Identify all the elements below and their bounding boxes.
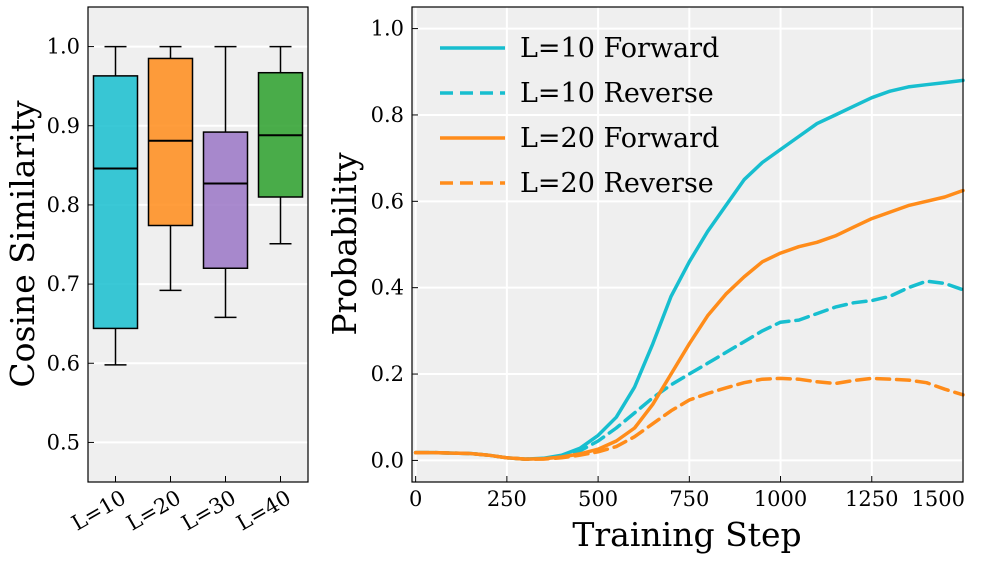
box-plot-x-tick-label: L=40: [233, 486, 295, 536]
legend-label: L=20 Reverse: [520, 168, 714, 199]
box-plot-y-tick-label: 0.7: [47, 272, 80, 296]
box-plot-frame: [87, 6, 309, 483]
line-plot-x-tick-label: 1000: [754, 487, 807, 511]
line-plot-y-ticks: 0.0 0.2 0.4 0.6 0.8 1.0: [371, 17, 418, 472]
series-line-l-20-reverse: [413, 376, 965, 461]
line-plot-y-tick-label: 0.6: [371, 189, 404, 213]
box-plot-x-ticks: L=10L=20L=30L=40: [68, 476, 295, 535]
line-plot-x-tick-label: 750: [669, 487, 709, 511]
box-plot-y-axis-label: Cosine Similarity: [3, 100, 42, 388]
line-plot-panel: 0.0 0.2 0.4 0.6 0.8 1.0 0 250 500 750 1000 1250 150…: [325, 6, 965, 554]
line-plot-y-tick-label: 0.0: [371, 448, 404, 472]
box-plot-panel: 0.5 0.6 0.7 0.8 0.9 1.0 L=10L=20L=30L=40 Cosi…: [3, 6, 309, 535]
line-plot-x-tick-label: 1250: [845, 487, 898, 511]
box-plot-boxes: [92, 45, 304, 366]
line-plot-x-tick-label: 0: [409, 487, 422, 511]
box-plot-y-tick-label: 0.5: [47, 430, 80, 454]
line-plot-x-tick-label: 1500: [912, 487, 965, 511]
legend-label: L=20 Forward: [520, 123, 719, 154]
legend-label: L=10 Reverse: [520, 78, 714, 109]
line-plot-y-tick-label: 0.8: [371, 103, 404, 127]
box-plot-x-tick-label: L=20: [123, 486, 185, 536]
box-plot-y-tick-label: 0.9: [47, 114, 80, 138]
box-l-20: [147, 57, 194, 227]
line-plot-y-axis-label: Probability: [325, 152, 364, 336]
box-plot-x-tick-label: L=30: [178, 486, 240, 536]
line-plot-y-tick-label: 0.2: [371, 362, 404, 386]
legend: L=10 Forward L=10 Reverse L=20 Forward L=20…: [440, 33, 719, 199]
line-plot-gridlines: [412, 7, 964, 482]
line-plot-x-ticks: 0 250 500 750 1000 1250 1500: [409, 476, 965, 511]
box-plot-x-tick-label: L=10: [68, 486, 130, 536]
line-plot-y-tick-label: 0.4: [371, 276, 404, 300]
line-plot-series: [413, 78, 965, 461]
line-plot-y-tick-label: 1.0: [371, 17, 404, 41]
line-plot-frame: [411, 6, 964, 483]
line-plot-x-axis-label: Training Step: [572, 515, 801, 554]
line-plot-x-tick-label: 250: [487, 487, 527, 511]
box-plot-y-ticks: 0.5 0.6 0.7 0.8 0.9 1.0: [47, 35, 94, 454]
line-plot-x-tick-label: 500: [578, 487, 618, 511]
box-l-10: [92, 75, 139, 330]
box-plot-y-tick-label: 1.0: [47, 35, 80, 59]
legend-label: L=10 Forward: [520, 33, 719, 64]
box-l-30: [202, 131, 249, 269]
box-plot-y-tick-label: 0.8: [47, 193, 80, 217]
box-plot-y-tick-label: 0.6: [47, 351, 80, 375]
